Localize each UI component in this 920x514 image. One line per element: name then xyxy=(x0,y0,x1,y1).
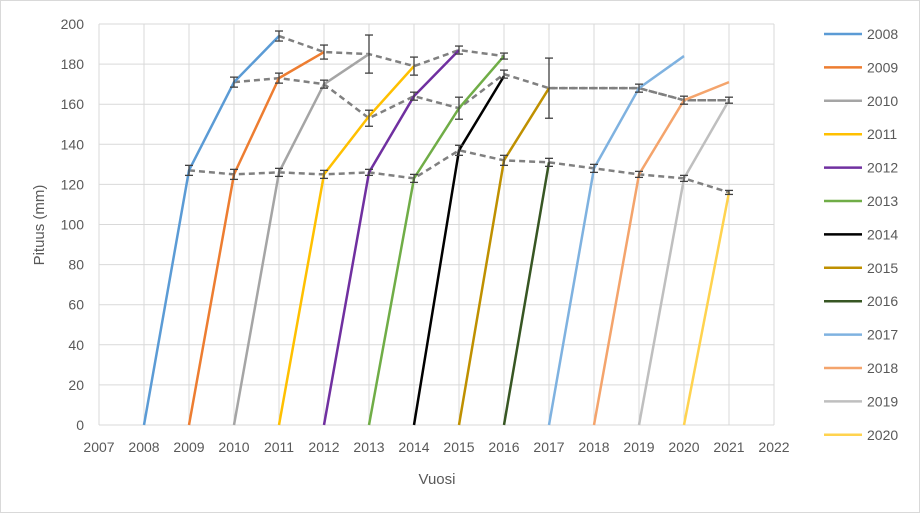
y-axis-title: Pituus (mm) xyxy=(31,185,48,266)
legend-label-2017: 2017 xyxy=(867,327,898,343)
x-tick-label: 2013 xyxy=(353,439,384,455)
series-line-2013 xyxy=(367,55,505,426)
x-tick-label: 2018 xyxy=(578,439,609,455)
x-axis-title: Vuosi xyxy=(419,471,456,488)
x-tick-label: 2016 xyxy=(488,439,519,455)
legend-label-2010: 2010 xyxy=(867,93,898,109)
y-tick-label: 160 xyxy=(61,96,85,112)
legend-label-2020: 2020 xyxy=(867,427,898,443)
series-line-2012 xyxy=(322,49,460,426)
series-line-2018 xyxy=(592,80,730,426)
x-tick-label: 2017 xyxy=(533,439,564,455)
series-line-2008 xyxy=(142,35,280,426)
y-tick-label: 140 xyxy=(61,136,85,152)
x-tick-label: 2011 xyxy=(264,439,294,455)
series-line-2020 xyxy=(682,192,731,426)
legend-label-2012: 2012 xyxy=(867,160,898,176)
x-tick-label: 2021 xyxy=(713,439,744,455)
y-tick-label: 120 xyxy=(61,176,85,192)
x-tick-label: 2009 xyxy=(173,439,204,455)
y-tick-label: 60 xyxy=(68,297,84,313)
legend-label-2018: 2018 xyxy=(867,360,898,376)
legend: 2008 2009 2010 2011 2012 2013 2014 2015 2016 2017… xyxy=(824,26,898,443)
series-lines xyxy=(142,35,731,426)
legend-label-2009: 2009 xyxy=(867,59,898,75)
y-tick-label: 20 xyxy=(68,377,84,393)
legend-label-2015: 2015 xyxy=(867,260,898,276)
series-line-2016 xyxy=(502,162,551,426)
mean-line xyxy=(278,34,505,68)
series-line-2011 xyxy=(277,65,415,426)
x-tick-label: 2007 xyxy=(83,439,114,455)
x-tick-label: 2008 xyxy=(128,439,159,455)
error-bars xyxy=(185,30,733,196)
x-tick-label: 2015 xyxy=(443,439,474,455)
series-line-2009 xyxy=(187,50,325,426)
y-tick-label: 80 xyxy=(68,257,84,273)
series-line-2017 xyxy=(547,55,685,426)
x-tick-label: 2019 xyxy=(623,439,654,455)
legend-label-2014: 2014 xyxy=(867,226,898,242)
series-line-2010 xyxy=(232,53,370,426)
x-tick-label: 2012 xyxy=(308,439,339,455)
y-tick-label: 0 xyxy=(76,417,84,433)
gridlines xyxy=(98,23,775,426)
y-tick-label: 100 xyxy=(61,217,85,233)
legend-label-2013: 2013 xyxy=(867,193,898,209)
legend-label-2011: 2011 xyxy=(867,126,897,142)
legend-label-2019: 2019 xyxy=(867,393,898,409)
x-tick-label: 2010 xyxy=(218,439,249,455)
x-tick-label: 2020 xyxy=(668,439,699,455)
legend-label-2008: 2008 xyxy=(867,26,898,42)
x-tick-label: 2022 xyxy=(758,439,789,455)
y-tick-label: 180 xyxy=(61,56,85,72)
y-tick-label: 200 xyxy=(61,16,85,32)
legend-label-2016: 2016 xyxy=(867,293,898,309)
y-tick-label: 40 xyxy=(68,337,84,353)
x-tick-label: 2014 xyxy=(398,439,429,455)
tick-labels: 2007 2008 2009 2010 2011 2012 2013 2014 2015 2016… xyxy=(61,16,790,455)
